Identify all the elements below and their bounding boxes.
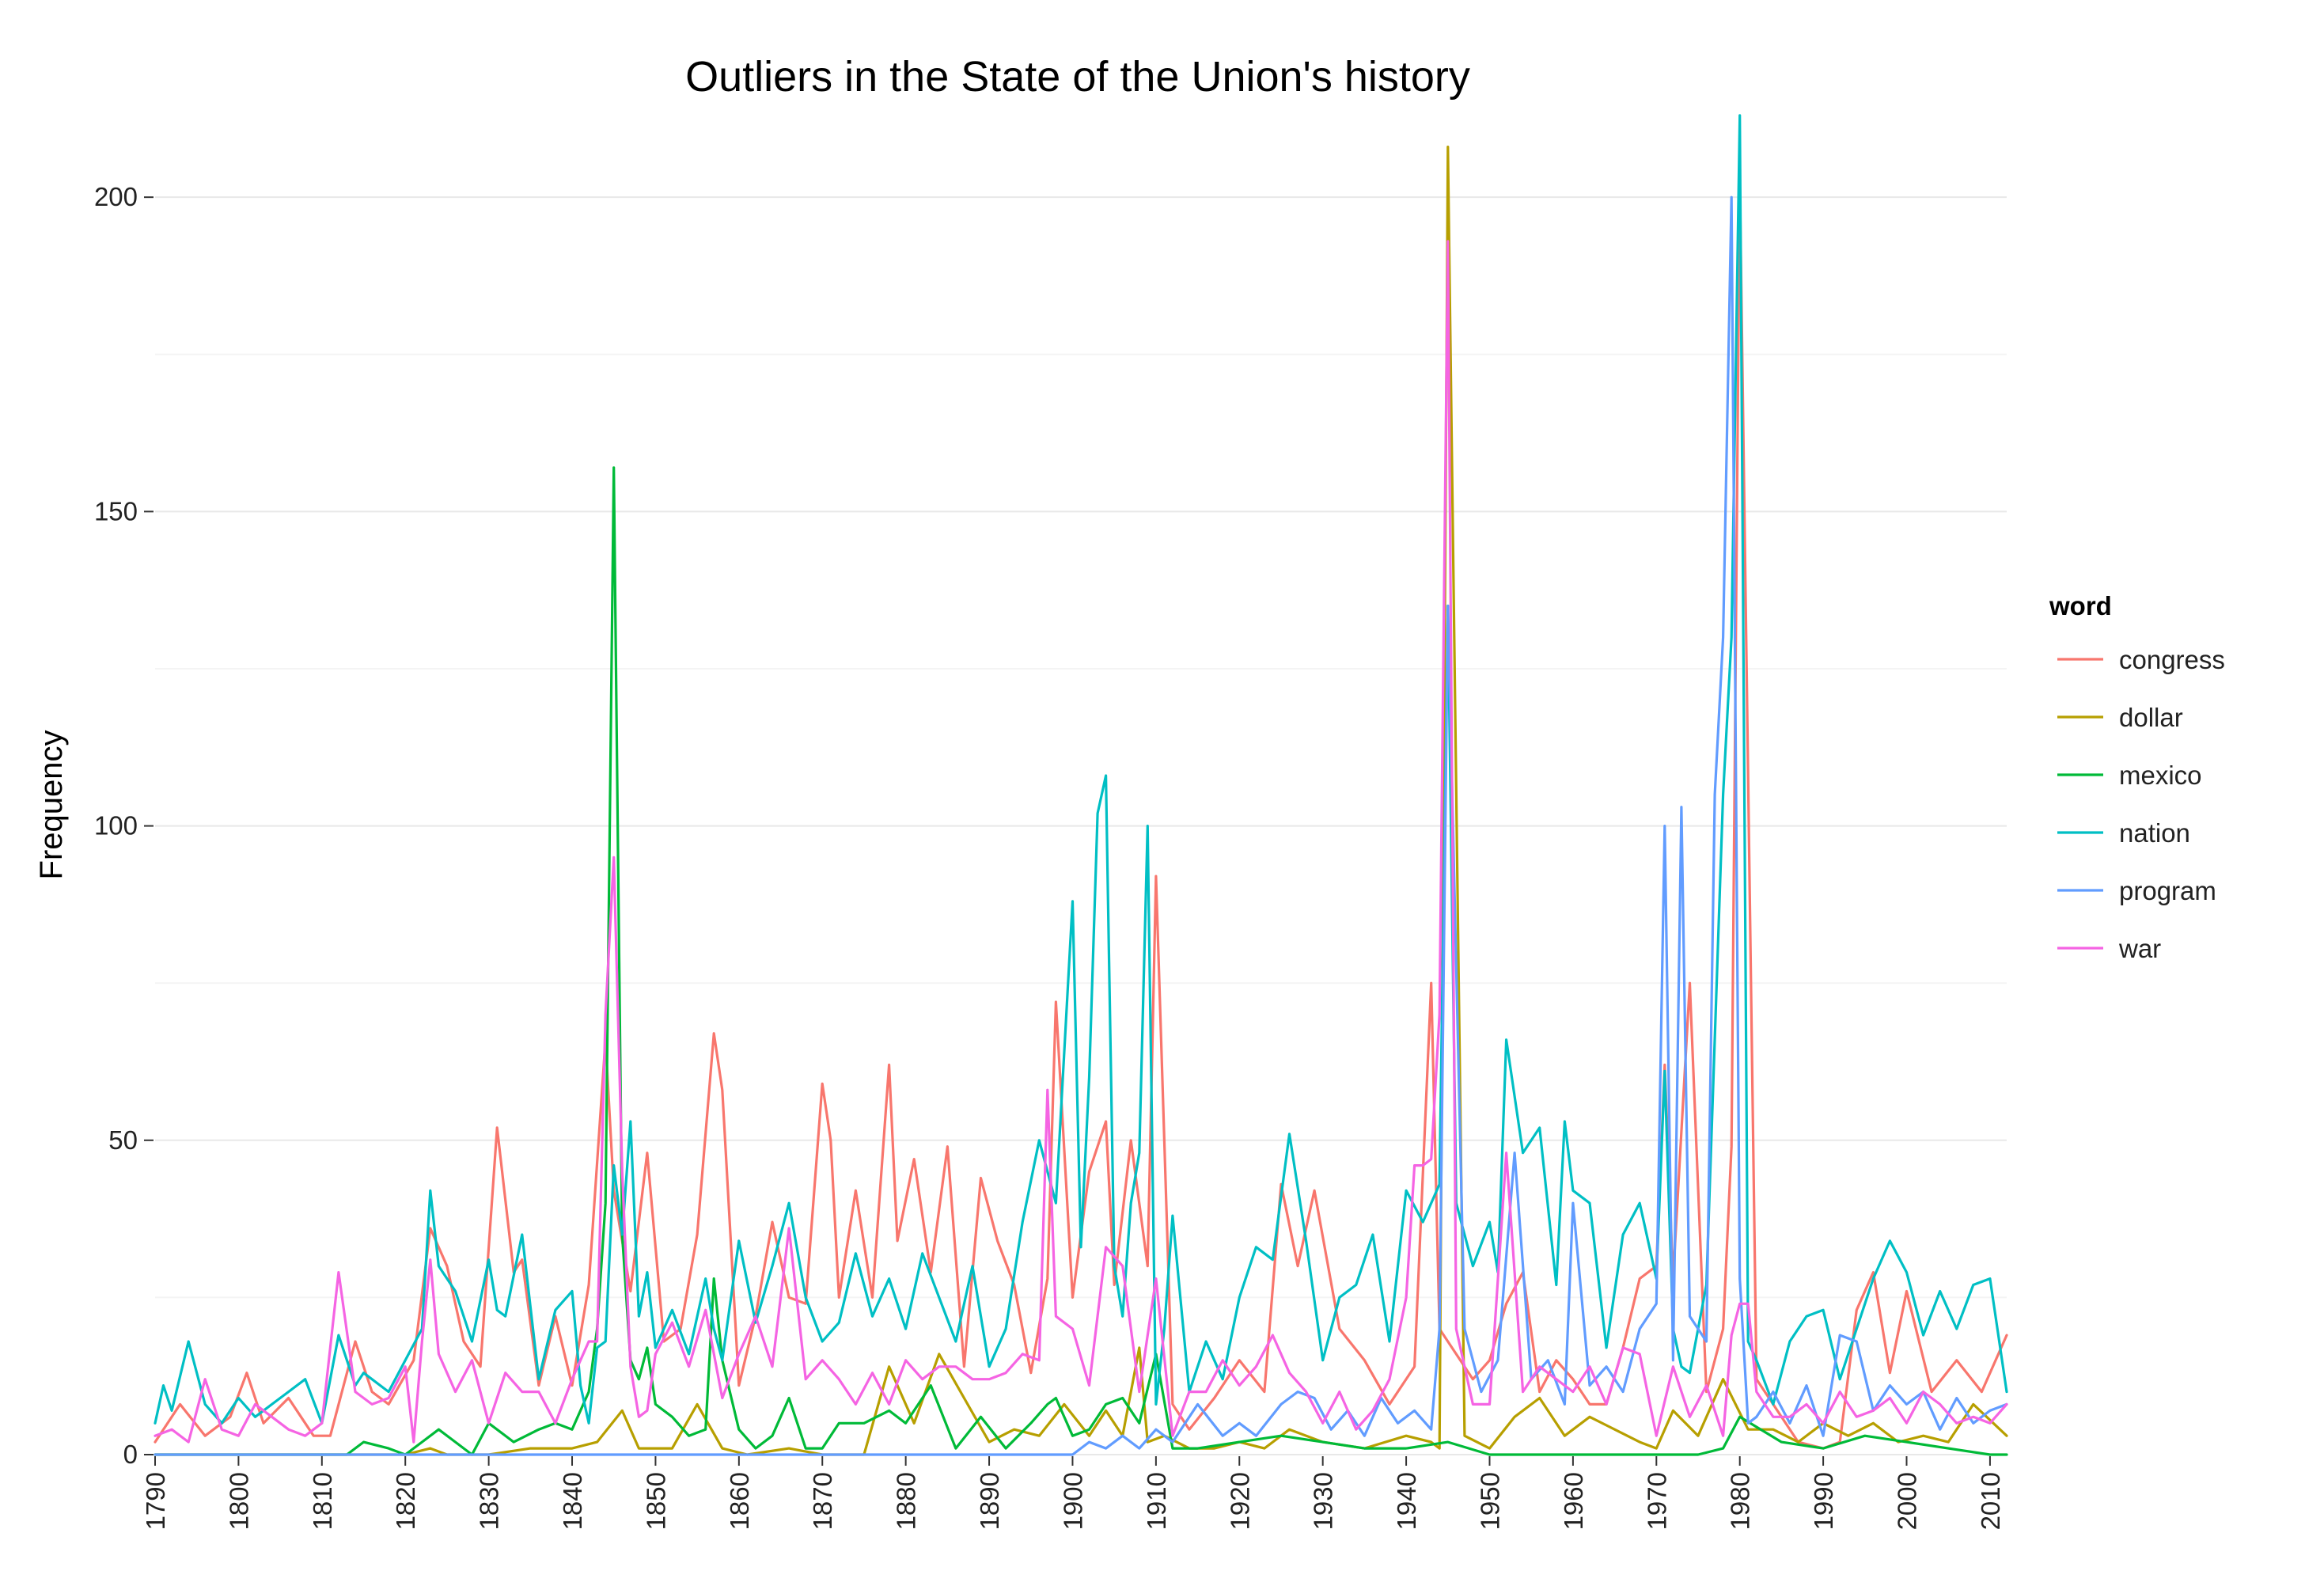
legend-item-war: war: [2057, 934, 2161, 963]
legend-label: congress: [2119, 645, 2225, 674]
legend: word congress dollar mexico nation program wa…: [2049, 591, 2225, 963]
x-tick-label: 1800: [224, 1472, 253, 1530]
y-tick-label: 0: [123, 1440, 138, 1469]
x-tick-label: 1840: [558, 1472, 587, 1530]
legend-label: war: [2118, 934, 2161, 963]
x-tick-label: 1930: [1309, 1472, 1338, 1530]
legend-label: mexico: [2119, 761, 2202, 790]
y-tick-label: 100: [94, 811, 138, 840]
legend-item-dollar: dollar: [2057, 703, 2183, 732]
x-tick-label: 1820: [391, 1472, 420, 1530]
legend-label: dollar: [2119, 703, 2183, 732]
x-tick-label: 1900: [1058, 1472, 1087, 1530]
legend-item-congress: congress: [2057, 645, 2225, 674]
series-line-program: [154, 195, 2008, 1456]
series-line-war: [154, 240, 2008, 1444]
x-tick-label: 1810: [308, 1472, 337, 1530]
gridlines: [155, 196, 2007, 1455]
axes: 0 50 100 150 200 1790 1800 1810 1820 1830 1840 1850…: [94, 182, 2005, 1530]
series-line-nation: [154, 114, 2008, 1425]
y-tick-label: 200: [94, 182, 138, 211]
x-tick-label: 1790: [141, 1472, 170, 1530]
x-tick-label: 2000: [1893, 1472, 1922, 1530]
x-tick-label: 1830: [475, 1472, 504, 1530]
series-line-mexico: [154, 466, 2008, 1456]
x-tick-label: 1980: [1726, 1472, 1755, 1530]
legend-label: program: [2119, 876, 2216, 905]
x-tick-label: 1990: [1809, 1472, 1838, 1530]
series-lines: [154, 114, 2008, 1456]
x-tick-label: 1940: [1392, 1472, 1421, 1530]
y-tick-label: 150: [94, 496, 138, 526]
legend-item-mexico: mexico: [2057, 761, 2202, 790]
x-tick-label: 1860: [725, 1472, 754, 1530]
x-tick-label: 1850: [641, 1472, 670, 1530]
legend-title: word: [2049, 591, 2112, 620]
x-tick-label: 1880: [892, 1472, 921, 1530]
x-tick-label: 1960: [1559, 1472, 1588, 1530]
x-tick-label: 1970: [1642, 1472, 1671, 1530]
y-axis-label: Frequency: [34, 730, 69, 880]
x-tick-label: 1870: [808, 1472, 837, 1530]
y-tick-label: 50: [108, 1125, 138, 1155]
x-tick-label: 1950: [1475, 1472, 1504, 1530]
legend-item-nation: nation: [2057, 818, 2190, 848]
x-tick-label: 1890: [975, 1472, 1004, 1530]
legend-item-program: program: [2057, 876, 2216, 905]
chart-title: Outliers in the State of the Union's his…: [685, 53, 1470, 101]
x-tick-label: 1920: [1225, 1472, 1254, 1530]
legend-label: nation: [2119, 818, 2190, 848]
x-tick-label: 2010: [1976, 1472, 2005, 1530]
x-tick-label: 1910: [1142, 1472, 1171, 1530]
